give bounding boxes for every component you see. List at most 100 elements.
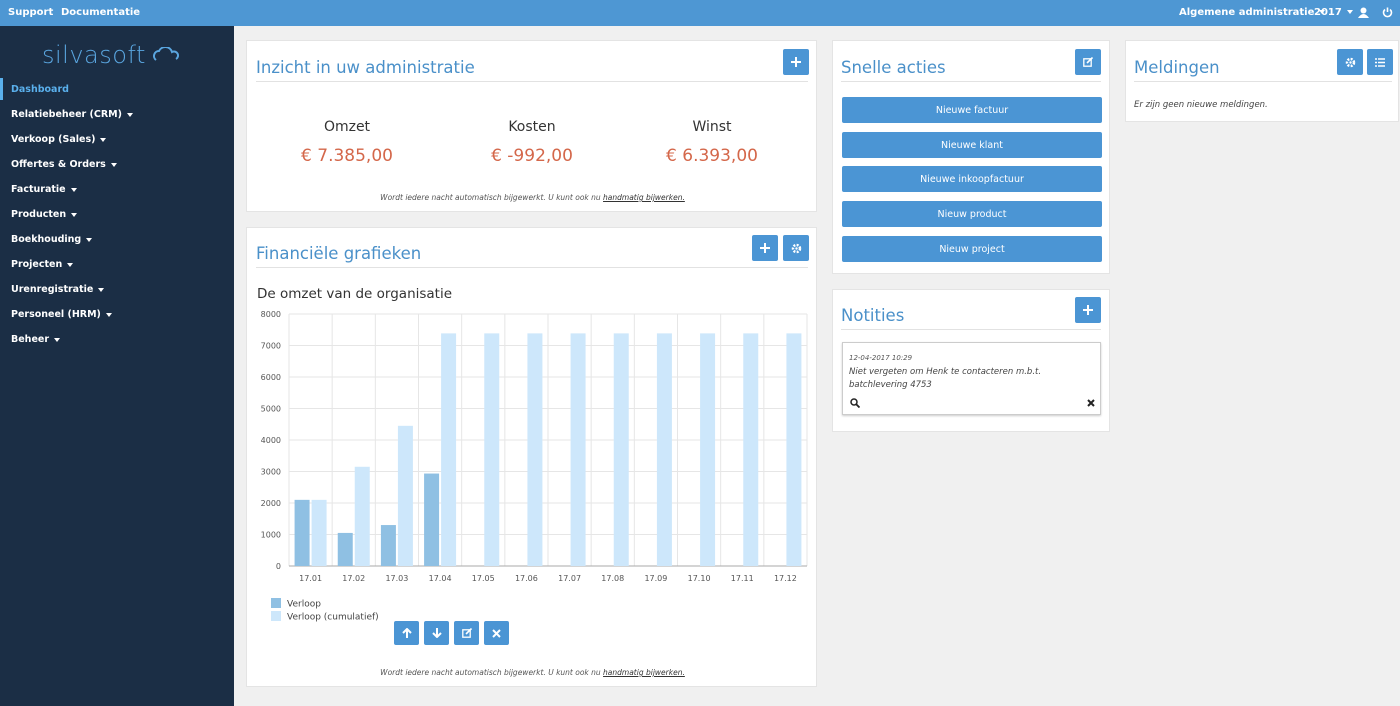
y-tick-label: 1000 bbox=[261, 531, 281, 540]
note-card: 12-04-2017 10:29 Niet vergeten om Henk t… bbox=[842, 342, 1101, 415]
panel-title: Financiële grafieken bbox=[256, 244, 422, 263]
add-button[interactable] bbox=[752, 235, 778, 261]
bar bbox=[294, 499, 310, 566]
edit-button[interactable] bbox=[1075, 49, 1101, 75]
y-tick-label: 2000 bbox=[261, 499, 281, 508]
note-text: Niet vergeten om Henk te contacteren m.b… bbox=[849, 367, 1042, 390]
add-button[interactable] bbox=[1075, 297, 1101, 323]
bar bbox=[656, 333, 672, 566]
divider bbox=[256, 267, 808, 268]
y-tick-label: 0 bbox=[276, 562, 281, 571]
legend-swatch bbox=[271, 598, 281, 608]
settings-button[interactable] bbox=[1337, 49, 1363, 75]
y-tick-label: 5000 bbox=[261, 405, 281, 414]
update-link[interactable]: handmatig bijwerken. bbox=[603, 668, 685, 677]
legend-label: Verloop (cumulatief) bbox=[287, 613, 379, 623]
menu-item[interactable]: Boekhouding bbox=[11, 234, 92, 245]
x-tick-label: 17.07 bbox=[558, 574, 581, 583]
note-date: 12-04-2017 10:29 bbox=[849, 354, 913, 362]
action-button[interactable]: Nieuwe klant bbox=[842, 132, 1102, 158]
action-button[interactable]: Nieuw project bbox=[842, 236, 1102, 262]
divider bbox=[256, 81, 808, 82]
top-bar: Support Documentatie Algemene administra… bbox=[0, 0, 1400, 26]
remove-button[interactable] bbox=[484, 621, 509, 645]
y-tick-label: 8000 bbox=[261, 310, 281, 319]
menu-item[interactable]: Relatiebeheer (CRM) bbox=[11, 109, 133, 120]
footer-note: Wordt iedere nacht automatisch bijgewerk… bbox=[247, 668, 818, 677]
move-up-button[interactable] bbox=[394, 621, 419, 645]
chart-title: De omzet van de organisatie bbox=[257, 286, 452, 302]
chart: De omzet van de organisatie 0 1000 2000 3000… bbox=[257, 286, 808, 623]
panel-title: Meldingen bbox=[1134, 58, 1220, 77]
support-link[interactable]: Support bbox=[8, 7, 54, 18]
menu-item[interactable]: Facturatie bbox=[11, 184, 77, 195]
edit-button[interactable] bbox=[454, 621, 479, 645]
divider bbox=[841, 329, 1101, 330]
menu-item[interactable]: Producten bbox=[11, 209, 77, 220]
menu-item[interactable]: Projecten bbox=[11, 259, 73, 270]
bar bbox=[311, 499, 327, 566]
stat-label: Omzet bbox=[323, 119, 371, 135]
move-down-button[interactable] bbox=[424, 621, 449, 645]
bar bbox=[743, 333, 759, 566]
stat-value: € -992,00 bbox=[491, 146, 573, 166]
divider bbox=[1134, 81, 1392, 82]
bar bbox=[613, 333, 629, 566]
update-link[interactable]: handmatig bijwerken. bbox=[603, 193, 685, 202]
active-indicator bbox=[0, 78, 3, 100]
admin-select[interactable]: Algemene administratie bbox=[1179, 7, 1325, 18]
menu-item[interactable]: Personeel (HRM) bbox=[11, 309, 112, 320]
menu-item[interactable]: Dashboard bbox=[11, 84, 69, 95]
stat-label: Winst bbox=[692, 119, 732, 135]
stat-value: € 6.393,00 bbox=[666, 146, 758, 166]
y-tick-label: 4000 bbox=[261, 436, 281, 445]
y-tick-label: 3000 bbox=[261, 468, 281, 477]
x-tick-label: 17.09 bbox=[644, 574, 667, 583]
x-tick-label: 17.04 bbox=[429, 574, 452, 583]
action-button[interactable]: Nieuw product bbox=[842, 201, 1102, 227]
bar bbox=[700, 333, 716, 566]
bar bbox=[424, 473, 440, 566]
bar bbox=[337, 532, 353, 566]
x-tick-label: 17.05 bbox=[472, 574, 495, 583]
power-icon[interactable] bbox=[1382, 7, 1393, 18]
y-tick-label: 7000 bbox=[261, 342, 281, 351]
legend-label: Verloop bbox=[287, 600, 321, 610]
bar bbox=[354, 466, 370, 566]
divider bbox=[841, 81, 1101, 82]
x-tick-label: 17.06 bbox=[515, 574, 538, 583]
menu-item[interactable]: Offertes & Orders bbox=[11, 159, 117, 170]
add-button[interactable] bbox=[783, 49, 809, 75]
action-button[interactable]: Nieuwe factuur bbox=[842, 97, 1102, 123]
stat-label: Kosten bbox=[508, 119, 556, 135]
user-icon[interactable] bbox=[1358, 7, 1369, 18]
x-tick-label: 17.10 bbox=[688, 574, 711, 583]
x-tick-label: 17.02 bbox=[342, 574, 365, 583]
year-select[interactable]: 2017 bbox=[1314, 7, 1353, 18]
charts-panel: Financiële grafieken De omzet van de org… bbox=[246, 227, 817, 687]
notes-panel: Notities 12-04-2017 10:29 Niet vergeten … bbox=[832, 289, 1110, 432]
view-icon[interactable] bbox=[850, 398, 860, 408]
x-tick-label: 17.11 bbox=[731, 574, 754, 583]
footer-text: Wordt iedere nacht automatisch bijgewerk… bbox=[380, 668, 601, 677]
menu-item[interactable]: Verkoop (Sales) bbox=[11, 134, 106, 145]
bar bbox=[527, 333, 543, 566]
footer-text: Wordt iedere nacht automatisch bijgewerk… bbox=[380, 193, 601, 202]
x-tick-label: 17.03 bbox=[385, 574, 408, 583]
legend-swatch bbox=[271, 611, 281, 621]
bar bbox=[786, 333, 802, 566]
delete-icon[interactable] bbox=[1087, 399, 1095, 407]
stat-value: € 7.385,00 bbox=[301, 146, 393, 166]
bar bbox=[397, 425, 413, 566]
menu-item[interactable]: Urenregistratie bbox=[11, 284, 104, 295]
bar bbox=[484, 333, 500, 566]
menu-item[interactable]: Beheer bbox=[11, 334, 60, 345]
list-button[interactable] bbox=[1367, 49, 1393, 75]
panel-title: Notities bbox=[841, 306, 905, 325]
settings-button[interactable] bbox=[783, 235, 809, 261]
logo[interactable]: silvasoft bbox=[42, 41, 146, 69]
panel-title: Snelle acties bbox=[841, 58, 946, 77]
docs-link[interactable]: Documentatie bbox=[61, 7, 141, 18]
action-button[interactable]: Nieuwe inkoopfactuur bbox=[842, 166, 1102, 192]
